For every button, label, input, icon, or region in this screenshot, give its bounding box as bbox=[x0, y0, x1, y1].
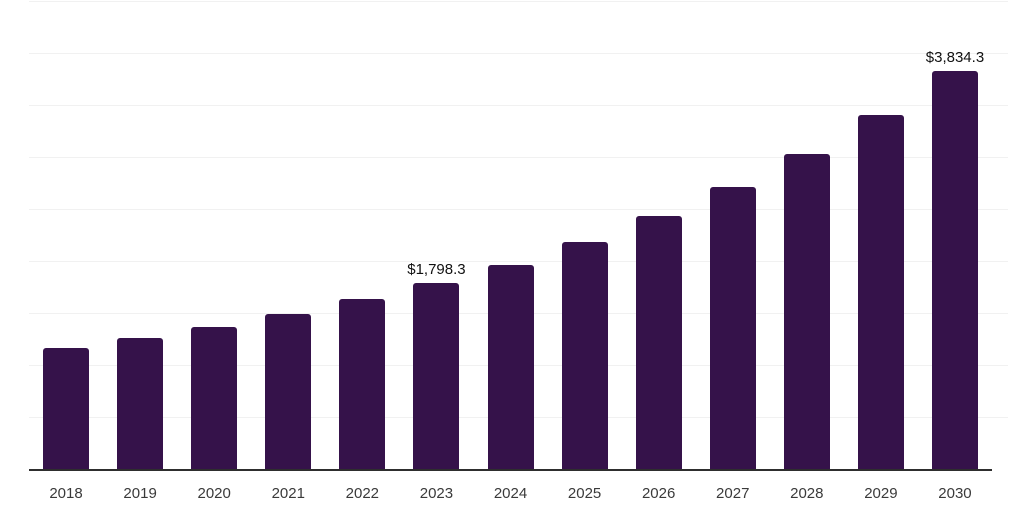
bar-2021 bbox=[265, 314, 312, 470]
x-tick-label-2019: 2019 bbox=[123, 485, 157, 502]
x-tick-label-2024: 2024 bbox=[493, 485, 528, 502]
x-axis-line bbox=[29, 469, 992, 471]
bar-column-2020 bbox=[177, 2, 251, 470]
gridline bbox=[29, 209, 1008, 210]
bar-2019 bbox=[117, 338, 164, 470]
bar-2025 bbox=[561, 242, 608, 470]
x-tick-label-2018: 2018 bbox=[49, 485, 83, 502]
bar-column-2025 bbox=[548, 2, 622, 470]
x-tick-label-2020: 2020 bbox=[197, 485, 231, 502]
x-tick-label-2030: 2030 bbox=[938, 485, 972, 502]
bar-column-2029 bbox=[844, 2, 918, 470]
x-tick-label-2026: 2026 bbox=[641, 485, 676, 502]
bar-column-2027 bbox=[696, 2, 770, 470]
gridline bbox=[29, 157, 1008, 158]
x-tick-label-2021: 2021 bbox=[271, 485, 305, 502]
gridline bbox=[29, 261, 1008, 262]
bar-2026 bbox=[635, 216, 682, 470]
bar-column-2026 bbox=[622, 2, 696, 470]
plot-area: $1,798.3 $3,834.3 bbox=[29, 2, 992, 470]
bar-column-2021 bbox=[251, 2, 325, 470]
bar-column-2028 bbox=[770, 2, 844, 470]
data-label-2030: $3,834.3 bbox=[925, 49, 985, 67]
bar-2027 bbox=[709, 187, 756, 470]
gridline bbox=[29, 53, 1008, 54]
x-tick-label-2025: 2025 bbox=[567, 485, 602, 502]
bar-column-2022 bbox=[325, 2, 399, 470]
bar-column-2018 bbox=[29, 2, 103, 470]
data-label-2023: $1,798.3 bbox=[407, 261, 466, 278]
x-tick-label-2023: 2023 bbox=[419, 485, 454, 502]
bar-2020 bbox=[191, 326, 238, 470]
bar-2028 bbox=[783, 153, 830, 470]
bar-column-2024 bbox=[473, 2, 547, 470]
bar-2030 bbox=[931, 71, 978, 470]
bar-column-2030: $3,834.3 bbox=[918, 2, 992, 470]
x-tick-label-2028: 2028 bbox=[790, 485, 824, 502]
x-axis-labels: 2018 2019 2020 2021 2022 2023 2024 2025 2026 2027… bbox=[29, 484, 992, 504]
bar-2018 bbox=[43, 347, 90, 470]
x-tick-label-2022: 2022 bbox=[345, 485, 380, 502]
x-tick-label-2029: 2029 bbox=[864, 485, 898, 502]
gridline bbox=[29, 105, 1008, 106]
bar-2022 bbox=[339, 298, 386, 470]
bar-2023 bbox=[413, 283, 460, 470]
bar-2029 bbox=[857, 114, 904, 470]
bar-column-2019 bbox=[103, 2, 177, 470]
bar-2024 bbox=[487, 264, 534, 470]
gridline bbox=[29, 1, 1008, 2]
x-tick-label-2027: 2027 bbox=[716, 485, 750, 502]
bar-column-2023: $1,798.3 bbox=[399, 2, 473, 470]
